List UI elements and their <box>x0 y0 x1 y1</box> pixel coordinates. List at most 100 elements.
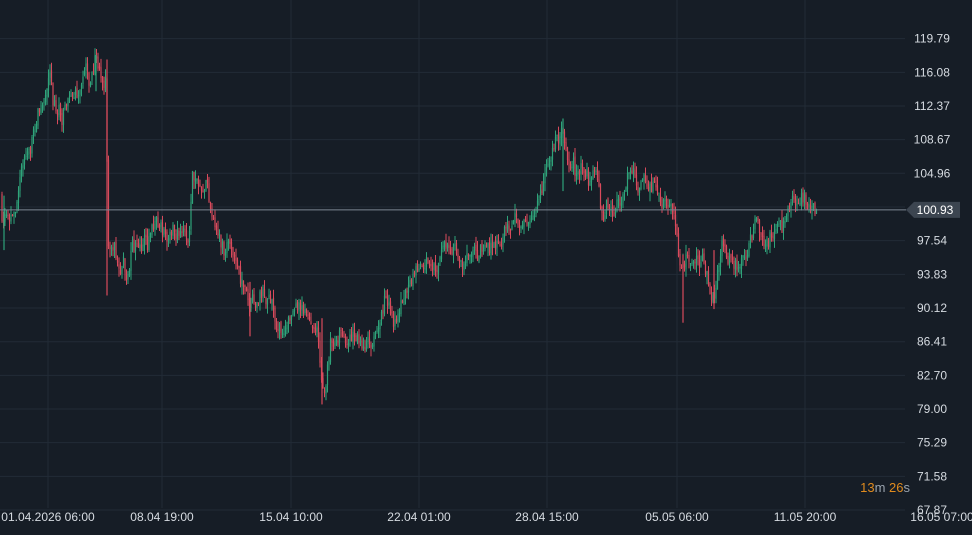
candle-body <box>721 240 723 257</box>
candle-body <box>466 253 468 264</box>
candle-body <box>725 246 728 258</box>
candle-body <box>266 298 269 305</box>
candle-body <box>55 100 57 112</box>
candle-body <box>397 313 399 322</box>
candle-body <box>97 56 99 69</box>
candle-body <box>253 294 255 303</box>
candle-body <box>280 321 282 333</box>
countdown-seconds-unit: s <box>903 480 911 495</box>
candle-body <box>296 302 299 311</box>
candle-body <box>458 256 461 262</box>
candle-body <box>283 334 285 336</box>
candle-body <box>542 181 545 195</box>
candle-body <box>112 247 114 251</box>
candle-body <box>700 262 702 267</box>
candle-body <box>319 340 321 363</box>
candle-body <box>265 298 267 304</box>
candle-body <box>655 184 657 188</box>
candle-body <box>625 187 627 192</box>
candle-body <box>239 266 242 284</box>
candle-body <box>730 254 732 258</box>
candle-body <box>91 72 93 81</box>
candle-body <box>148 236 150 251</box>
candle-body <box>812 203 815 208</box>
candle-body <box>404 288 407 299</box>
candle-body <box>502 237 504 245</box>
x-tick-label: 16.05 07:00 <box>910 510 972 524</box>
candle-body <box>92 70 95 72</box>
candle-body <box>445 241 447 249</box>
candle-body <box>647 186 650 191</box>
candle-body <box>607 198 609 208</box>
candle-body <box>575 172 578 177</box>
candle-body <box>734 260 737 270</box>
candle-body <box>515 213 518 218</box>
candles <box>1 48 818 405</box>
y-tick-label: 67.87 <box>917 503 947 517</box>
candle-body <box>592 170 594 179</box>
x-tick-label: 15.04 10:00 <box>259 510 323 524</box>
candle-body <box>511 225 513 230</box>
candle-body <box>298 302 300 312</box>
candle-body <box>499 244 501 245</box>
candle-body <box>137 242 140 248</box>
candle-body <box>632 168 635 175</box>
candle-body <box>790 201 792 209</box>
candle-body <box>257 302 260 304</box>
candle-body <box>241 279 243 286</box>
candle-body <box>389 301 392 314</box>
candle-body <box>299 302 302 310</box>
candle-body <box>139 244 141 249</box>
candle-body <box>455 243 458 254</box>
candle-body <box>38 108 41 113</box>
y-axis[interactable]: 119.79116.08112.37108.67104.96101.2597.5… <box>914 32 951 517</box>
candle-body <box>130 250 132 271</box>
candle-body <box>644 174 647 183</box>
candle-body <box>251 294 254 301</box>
candle-body <box>709 284 711 295</box>
candle-body <box>548 163 551 165</box>
candle-body <box>754 218 756 230</box>
candle-body <box>623 190 626 193</box>
x-axis[interactable]: 01.04.2026 06:00 08.04 19:00 15.04 10:00 22… <box>1 510 972 524</box>
candle-body <box>358 333 360 344</box>
candle-body <box>805 194 807 205</box>
candle-body <box>536 200 539 212</box>
x-tick-label: 22.04 01:00 <box>387 510 451 524</box>
candle-body <box>626 173 629 190</box>
candle-body <box>215 225 218 229</box>
candle-body <box>284 327 287 335</box>
candle-body <box>628 173 630 175</box>
candle-body <box>335 339 338 343</box>
candle-body <box>770 233 773 238</box>
candle-body <box>520 226 522 229</box>
grid <box>0 0 905 511</box>
candle-body <box>757 217 759 221</box>
candle-body <box>394 319 396 327</box>
candle-body <box>212 217 215 219</box>
candle-body <box>778 223 780 225</box>
candle-body <box>406 290 408 293</box>
candle-body <box>739 267 741 268</box>
candle-body <box>56 112 59 116</box>
candle-body <box>59 103 62 116</box>
candle-body <box>196 178 198 181</box>
candle-body <box>340 329 342 331</box>
candle-body <box>487 243 489 249</box>
candle-body <box>199 184 201 186</box>
candle-body <box>244 285 246 288</box>
candle-body <box>560 128 563 138</box>
candle-body <box>80 84 83 89</box>
candle-body <box>245 287 248 291</box>
candle-body <box>809 205 812 211</box>
candle-body <box>683 263 686 268</box>
candle-body <box>596 169 599 181</box>
candle-body <box>616 199 618 212</box>
candle-body <box>17 190 20 204</box>
candle-body <box>398 312 401 314</box>
candle-body <box>5 214 8 217</box>
candle-body <box>32 129 35 137</box>
candle-body <box>773 230 776 240</box>
